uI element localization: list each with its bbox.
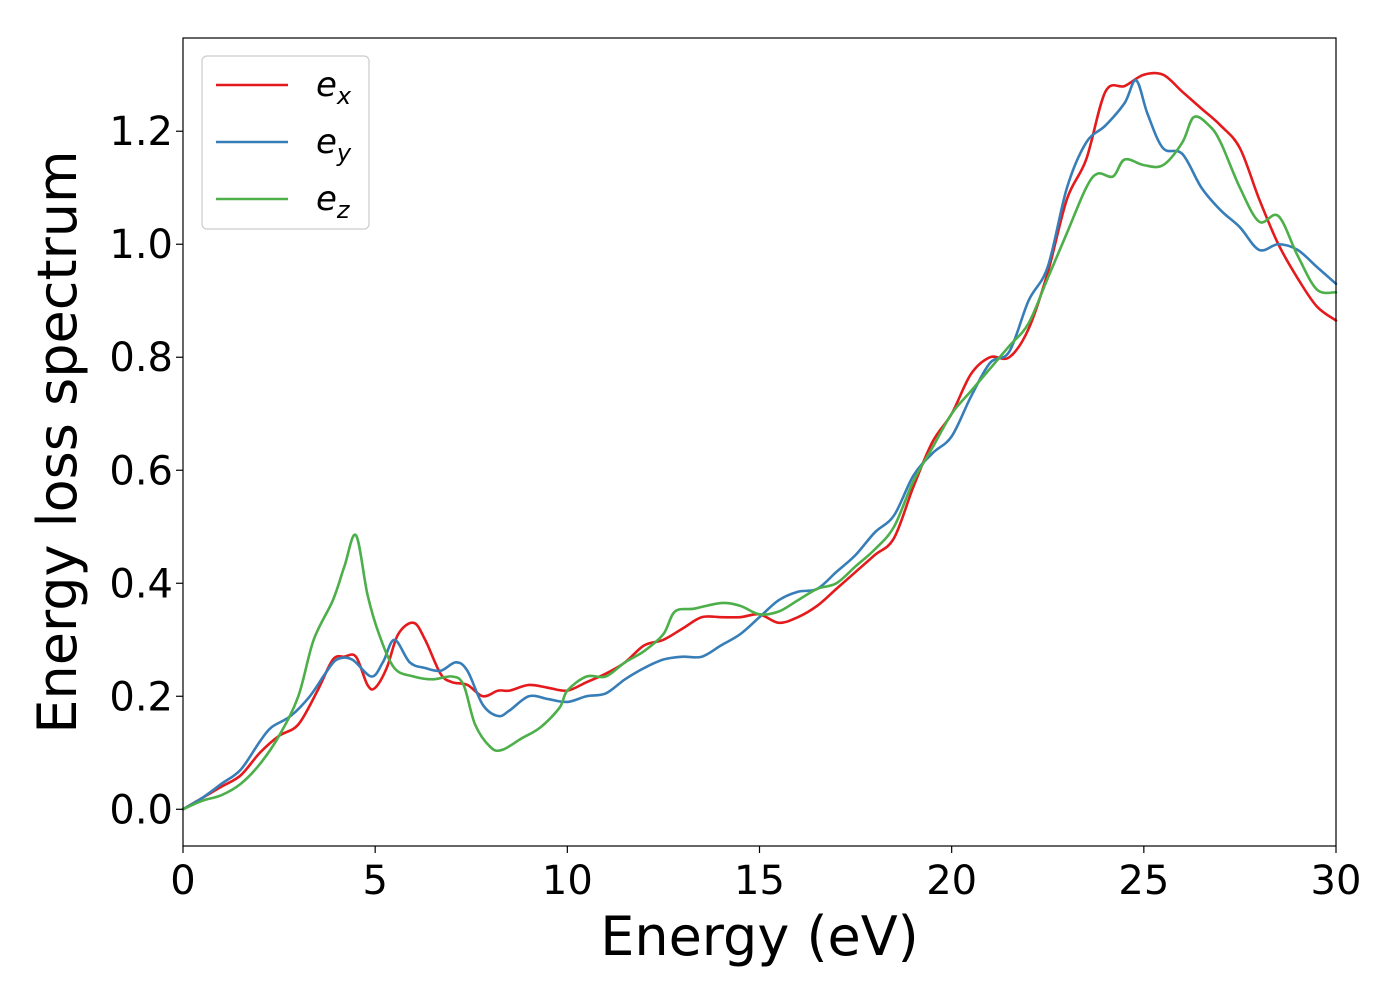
series-line-e-y (181, 79, 1338, 811)
y-tick-label: 1.0 (109, 222, 173, 268)
plot-area (183, 38, 1336, 846)
x-tick-label: 0 (170, 858, 195, 904)
x-tick-label: 25 (1118, 858, 1169, 904)
y-tick-label: 0.2 (109, 674, 173, 720)
y-tick-label: 0.0 (109, 787, 173, 833)
x-tick-label: 10 (542, 858, 593, 904)
y-axis: 0.0 0.2 0.4 0.6 0.8 1.0 1.2 (109, 109, 183, 833)
x-tick-label: 5 (362, 858, 387, 904)
x-tick-label: 30 (1311, 858, 1362, 904)
x-axis: 0 5 10 15 20 25 30 (170, 846, 1361, 904)
series-line-e-z (181, 115, 1338, 811)
x-tick-label: 20 (926, 858, 977, 904)
y-axis-title: Energy loss spectrum (26, 150, 89, 733)
legend-subscript: y (336, 139, 352, 167)
y-tick-label: 0.4 (109, 561, 173, 607)
legend-subscript: x (336, 82, 352, 110)
series-layer (181, 71, 1338, 811)
x-axis-title: Energy (eV) (600, 905, 919, 968)
legend-subscript: z (336, 196, 351, 224)
y-tick-label: 0.6 (109, 448, 173, 494)
y-tick-label: 1.2 (109, 109, 173, 155)
x-tick-label: 15 (734, 858, 785, 904)
series-line-e-x (181, 71, 1338, 811)
y-tick-label: 0.8 (109, 335, 173, 381)
